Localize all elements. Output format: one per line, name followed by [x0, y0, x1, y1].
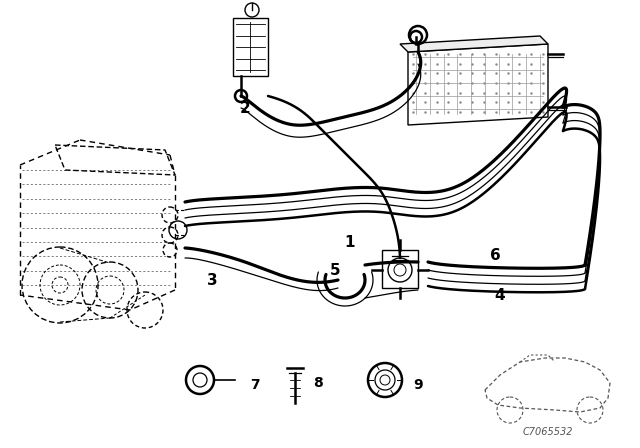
Text: 5: 5	[330, 263, 340, 277]
Text: 6: 6	[490, 247, 500, 263]
Polygon shape	[408, 44, 548, 125]
Polygon shape	[400, 36, 548, 52]
Text: 8: 8	[313, 376, 323, 390]
Text: 1: 1	[345, 234, 355, 250]
Text: 3: 3	[207, 272, 218, 288]
Polygon shape	[20, 140, 175, 310]
Text: 4: 4	[495, 288, 506, 302]
Polygon shape	[382, 250, 418, 288]
Text: 2: 2	[239, 100, 250, 116]
Text: 9: 9	[413, 378, 422, 392]
Polygon shape	[233, 18, 268, 76]
Text: 7: 7	[250, 378, 260, 392]
Text: C7065532: C7065532	[523, 427, 573, 437]
